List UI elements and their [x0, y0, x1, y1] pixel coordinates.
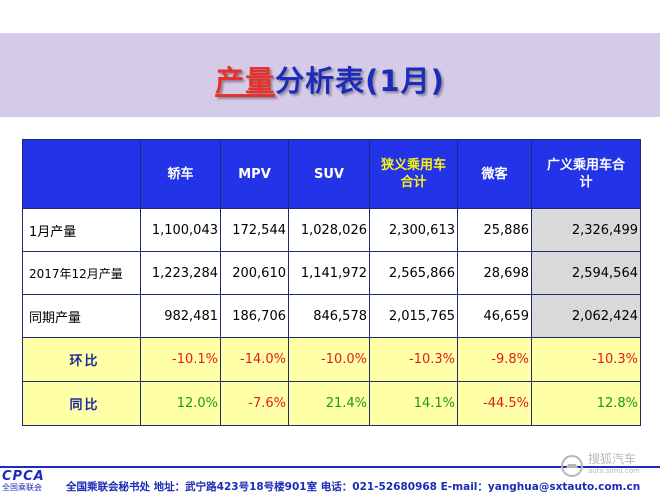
table-cell: 21.4% [288, 381, 370, 426]
table-cell: -14.0% [220, 337, 289, 382]
footer-divider [0, 466, 660, 468]
table-cell: 46,659 [457, 294, 532, 338]
table-cell: 1,028,026 [288, 208, 370, 252]
table-row: 2017年12月产量 1,223,284 200,610 1,141,972 2… [22, 251, 641, 295]
row-label: 环比 [22, 337, 141, 382]
header-row: 轿车 MPV SUV 狭义乘用车 合计 微客 广义乘用车合计 [22, 139, 641, 209]
logo-sub: 全国乘联会 [2, 483, 42, 492]
table-cell: 2,326,499 [531, 208, 641, 252]
header-broad-total: 广义乘用车合计 [531, 139, 641, 209]
table-row: 同期产量 982,481 186,706 846,578 2,015,765 4… [22, 294, 641, 338]
sohu-car-icon [561, 455, 583, 477]
header-narrow-total: 狭义乘用车 合计 [369, 139, 458, 209]
table-cell: 2,062,424 [531, 294, 641, 338]
row-label: 同比 [22, 381, 141, 426]
table-cell: 25,886 [457, 208, 532, 252]
watermark-url: auto.sohu.com [588, 467, 640, 475]
production-table: 轿车 MPV SUV 狭义乘用车 合计 微客 广义乘用车合计 1月产量 1,100… [22, 139, 641, 426]
row-label: 2017年12月产量 [22, 251, 141, 295]
cpca-logo: CPCA 全国乘联会 [2, 470, 58, 492]
table-row: 同比 12.0% -7.6% 21.4% 14.1% -44.5% 12.8% [22, 381, 641, 426]
sohu-watermark: 搜狐汽车 auto.sohu.com [560, 452, 658, 480]
table-cell: -10.3% [369, 337, 458, 382]
table-cell: 12.8% [531, 381, 641, 426]
header-minivan: 微客 [457, 139, 532, 209]
row-label: 1月产量 [22, 208, 141, 252]
table-cell: 28,698 [457, 251, 532, 295]
table-cell: 2,594,564 [531, 251, 641, 295]
footer-contact: 全国乘联会秘书处 地址：武宁路423号18号楼901室 电话：021-52680… [66, 481, 641, 493]
table-cell: -7.6% [220, 381, 289, 426]
table-cell: 186,706 [220, 294, 289, 338]
table-cell: 200,610 [220, 251, 289, 295]
table-cell: 846,578 [288, 294, 370, 338]
table-cell: 2,565,866 [369, 251, 458, 295]
page-title: 产量分析表(1月) [0, 58, 660, 100]
table-cell: -10.3% [531, 337, 641, 382]
title-rest: 分析表(1月) [275, 64, 445, 98]
header-mpv: MPV [220, 139, 289, 209]
title-banner [0, 33, 660, 117]
table-cell: 12.0% [140, 381, 221, 426]
table-cell: 1,223,284 [140, 251, 221, 295]
table-cell: -44.5% [457, 381, 532, 426]
table-cell: 2,015,765 [369, 294, 458, 338]
table-cell: 982,481 [140, 294, 221, 338]
table-cell: 2,300,613 [369, 208, 458, 252]
header-corner [22, 139, 141, 209]
table-cell: 1,141,972 [288, 251, 370, 295]
row-label: 同期产量 [22, 294, 141, 338]
logo-brand: CPCA [2, 469, 45, 484]
table-cell: -10.1% [140, 337, 221, 382]
title-accent: 产量 [215, 64, 276, 98]
table-cell: 172,544 [220, 208, 289, 252]
table-cell: 1,100,043 [140, 208, 221, 252]
header-suv: SUV [288, 139, 370, 209]
table-cell: -9.8% [457, 337, 532, 382]
table-cell: -10.0% [288, 337, 370, 382]
table-cell: 14.1% [369, 381, 458, 426]
header-sedan: 轿车 [140, 139, 221, 209]
table-row: 1月产量 1,100,043 172,544 1,028,026 2,300,6… [22, 208, 641, 252]
watermark-text: 搜狐汽车 [588, 452, 637, 466]
table-row: 环比 -10.1% -14.0% -10.0% -10.3% -9.8% -10… [22, 337, 641, 382]
